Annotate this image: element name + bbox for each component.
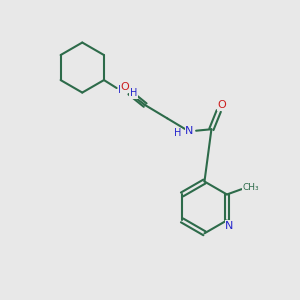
Text: N: N (118, 85, 127, 95)
Text: H: H (130, 88, 137, 98)
Text: O: O (218, 100, 226, 110)
Text: H: H (174, 128, 181, 138)
Text: N: N (225, 221, 233, 231)
Text: CH₃: CH₃ (242, 184, 259, 193)
Text: N: N (185, 126, 194, 136)
Text: O: O (120, 82, 129, 92)
